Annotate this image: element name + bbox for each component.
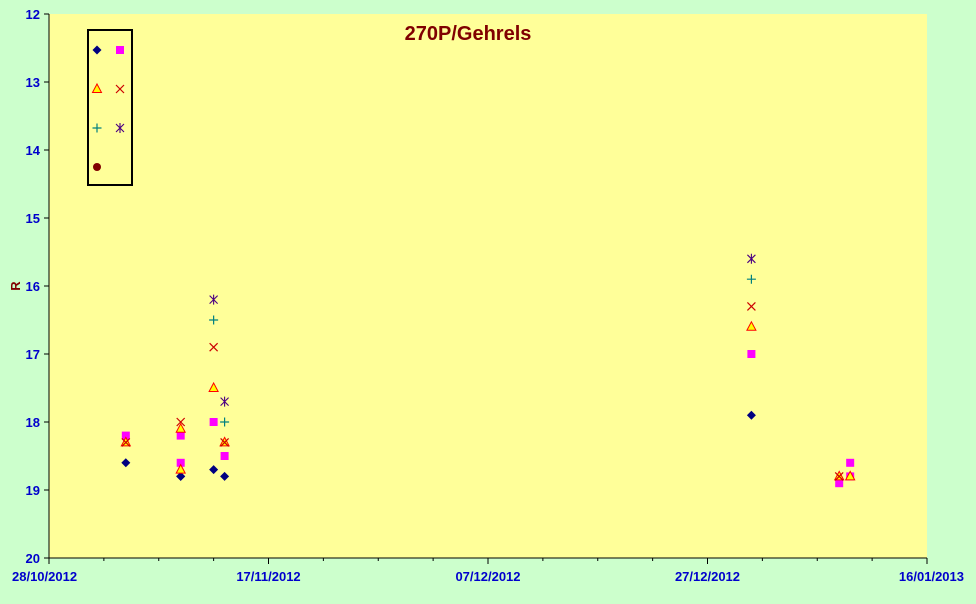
- data-point: [175, 422, 187, 433]
- x-tick-label: 16/01/2013: [899, 569, 964, 584]
- data-marks: [120, 253, 856, 488]
- data-point: [747, 350, 756, 358]
- y-tick-label: 17: [26, 347, 40, 362]
- data-point: [220, 437, 230, 447]
- legend: [87, 29, 133, 186]
- data-point: [746, 301, 756, 311]
- data-point: [121, 437, 131, 447]
- data-point: [746, 320, 757, 331]
- data-point: [844, 470, 856, 481]
- data-point: [176, 471, 186, 481]
- y-tick-label: 16: [26, 279, 40, 294]
- data-point: [834, 471, 844, 481]
- data-point: [209, 342, 219, 352]
- data-point: [121, 458, 131, 468]
- legend-box: [87, 29, 133, 186]
- x-tick-label: 07/12/2012: [455, 569, 520, 584]
- data-point: [220, 471, 230, 481]
- y-tick-label: 13: [26, 75, 40, 90]
- legend-marker: [92, 45, 102, 55]
- y-tick-label: 14: [26, 143, 41, 158]
- x-tick-label: 28/10/2012: [12, 569, 77, 584]
- data-point: [747, 253, 756, 264]
- data-point: [220, 452, 229, 460]
- data-point: [176, 458, 185, 467]
- legend-marker: [115, 84, 125, 94]
- x-tick-label: 27/12/2012: [675, 569, 740, 584]
- data-point: [846, 458, 855, 467]
- legend-marker: [115, 123, 125, 133]
- y-axis-label: R: [8, 281, 23, 291]
- data-point: [175, 463, 187, 474]
- y-tick-label: 20: [26, 551, 40, 566]
- data-point: [121, 431, 130, 440]
- data-point: [220, 417, 230, 427]
- legend-marker: [93, 163, 101, 171]
- data-point: [208, 381, 219, 392]
- data-point: [209, 418, 218, 426]
- x-axis-ticks: 28/10/2012 17/11/2012 07/12/2012 27/12/2012…: [12, 558, 964, 584]
- data-point: [746, 274, 756, 284]
- y-tick-label: 19: [26, 483, 40, 498]
- data-point: [176, 431, 185, 440]
- legend-marker: [92, 123, 102, 133]
- y-tick-label: 18: [26, 415, 40, 430]
- y-tick-label: 12: [26, 7, 40, 22]
- y-axis-ticks: 12 13 14 15 16 17 18 19 20: [26, 7, 49, 566]
- data-point: [835, 479, 844, 488]
- data-point: [176, 417, 186, 427]
- data-point: [209, 315, 219, 325]
- legend-marker: [91, 82, 103, 93]
- data-point: [746, 410, 756, 420]
- chart-title: 270P/Gehrels: [405, 23, 532, 45]
- x-tick-label: 17/11/2012: [236, 569, 300, 584]
- plot-area: [49, 14, 927, 558]
- data-point: [209, 294, 219, 305]
- data-point: [220, 396, 229, 407]
- legend-marker: [116, 46, 124, 54]
- y-tick-label: 15: [26, 211, 40, 226]
- data-point: [209, 465, 219, 475]
